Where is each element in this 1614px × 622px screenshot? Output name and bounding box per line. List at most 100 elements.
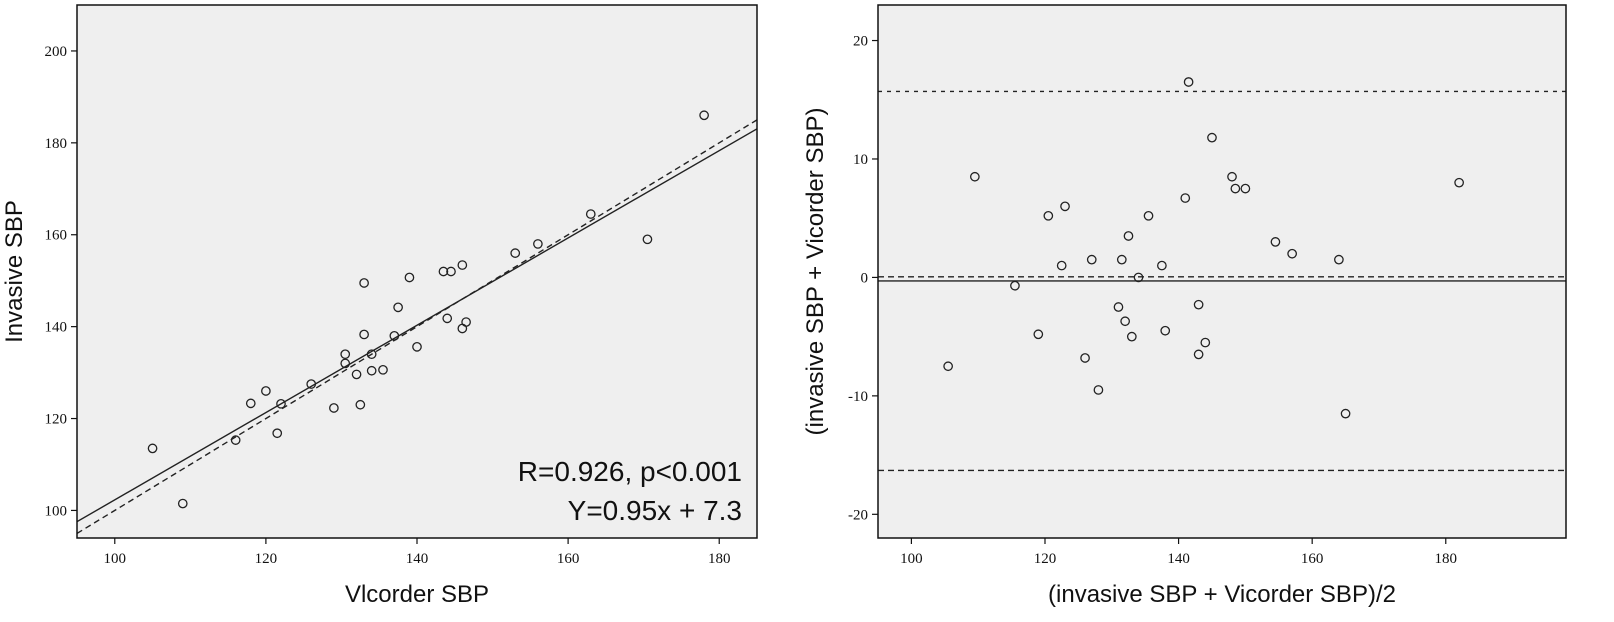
data-point: [1340, 408, 1351, 419]
data-point: [261, 386, 271, 396]
regression-line: [77, 128, 757, 523]
data-point: [457, 260, 468, 270]
y-tick-label: 0: [861, 270, 869, 286]
data-point: [699, 110, 709, 121]
y-tick-label: 180: [45, 136, 68, 152]
data-point: [359, 278, 369, 288]
data-point: [1227, 171, 1237, 182]
x-tick-label: 100: [104, 551, 127, 567]
data-point: [276, 398, 286, 409]
data-point: [329, 403, 339, 413]
data-point: [446, 266, 456, 277]
identity-line: [77, 119, 757, 535]
data-point: [147, 443, 158, 454]
data-point: [1043, 210, 1054, 221]
y-tick-label: 100: [45, 503, 68, 519]
data-point: [642, 234, 653, 245]
data-point: [389, 330, 400, 341]
left-panel: 100 120 140 160 180 100 120 140 160 180 200 Vlcorde…: [1, 4, 758, 608]
data-point: [272, 428, 283, 439]
y-tick-label: 140: [45, 320, 68, 336]
x-tick-label: 140: [406, 551, 429, 567]
data-point: [1010, 280, 1020, 291]
right-panel: 100 120 140 160 180 -20 -10 0 10 20 (invasive SBP …: [802, 4, 1567, 608]
y-axis-title: Invasive SBP: [1, 200, 28, 343]
data-point: [1200, 337, 1211, 348]
data-points: [147, 110, 709, 509]
data-point: [1086, 254, 1097, 265]
data-point: [1056, 260, 1067, 271]
y-tick-label: -20: [848, 507, 868, 523]
y-tick-label: -10: [848, 389, 868, 405]
data-point: [393, 302, 403, 313]
data-point: [1133, 272, 1144, 283]
data-point: [1116, 254, 1127, 265]
data-point: [1454, 177, 1464, 188]
data-point: [1157, 260, 1167, 271]
data-point: [1113, 302, 1124, 312]
equation-annotation: Y=0.95x + 7.3: [568, 495, 742, 526]
y-tick-label: 10: [853, 152, 868, 168]
plot-area: [878, 5, 1566, 538]
ticks: 100 120 140 160 180 100 120 140 160 180 200: [45, 44, 731, 567]
plot-frame: [877, 4, 1567, 539]
data-point: [1060, 201, 1070, 212]
data-point: [1287, 248, 1297, 259]
x-tick-label: 140: [1167, 551, 1190, 567]
x-axis-title: (invasive SBP + Vicorder SBP)/2: [1048, 581, 1396, 608]
data-point: [1160, 325, 1171, 336]
y-axis-title: (invasive SBP + Vicorder SBP): [802, 108, 829, 436]
y-tick-label: 200: [45, 44, 68, 60]
data-point: [510, 248, 521, 258]
data-point: [378, 364, 388, 375]
data-point: [1193, 349, 1204, 360]
x-tick-label: 120: [255, 551, 278, 567]
data-point: [1126, 331, 1137, 342]
x-tick-label: 180: [708, 551, 731, 567]
data-point: [351, 369, 362, 380]
ticks: 100 120 140 160 180 -20 -10 0 10 20: [848, 34, 1457, 567]
data-point: [438, 266, 449, 277]
data-point: [1193, 299, 1204, 310]
data-points: [943, 77, 1464, 419]
data-point: [412, 342, 422, 352]
data-point: [359, 329, 369, 340]
data-point: [177, 498, 188, 509]
data-point: [943, 361, 953, 372]
data-point: [1143, 210, 1154, 221]
x-tick-label: 160: [1301, 551, 1324, 567]
x-tick-label: 180: [1435, 551, 1458, 567]
y-tick-label: 160: [45, 228, 68, 244]
data-point: [585, 209, 596, 219]
data-point: [366, 349, 377, 360]
data-point: [1334, 254, 1344, 265]
y-tick-label: 120: [45, 412, 68, 428]
data-point: [366, 365, 377, 376]
x-axis-title: Vlcorder SBP: [345, 581, 489, 608]
x-tick-label: 160: [557, 551, 580, 567]
data-point: [306, 379, 317, 389]
data-point: [1207, 132, 1217, 143]
data-point: [1230, 183, 1241, 194]
plot-area: [77, 5, 757, 538]
data-point: [1033, 329, 1044, 340]
data-point: [404, 272, 415, 283]
data-point: [970, 171, 980, 182]
data-point: [1183, 77, 1194, 87]
data-point: [230, 435, 241, 445]
data-point: [533, 239, 543, 249]
reference-lines: [878, 90, 1566, 472]
data-point: [1120, 316, 1130, 327]
data-point: [245, 398, 256, 409]
data-point: [355, 399, 366, 410]
data-point: [1093, 385, 1104, 395]
data-point: [1270, 237, 1281, 247]
data-point: [1123, 231, 1134, 241]
data-point: [461, 317, 471, 327]
correlation-annotation: R=0.926, p<0.001: [518, 456, 742, 487]
data-point: [1240, 183, 1251, 194]
data-point: [1180, 193, 1191, 203]
data-point: [340, 349, 351, 360]
reference-lines: [77, 119, 757, 535]
